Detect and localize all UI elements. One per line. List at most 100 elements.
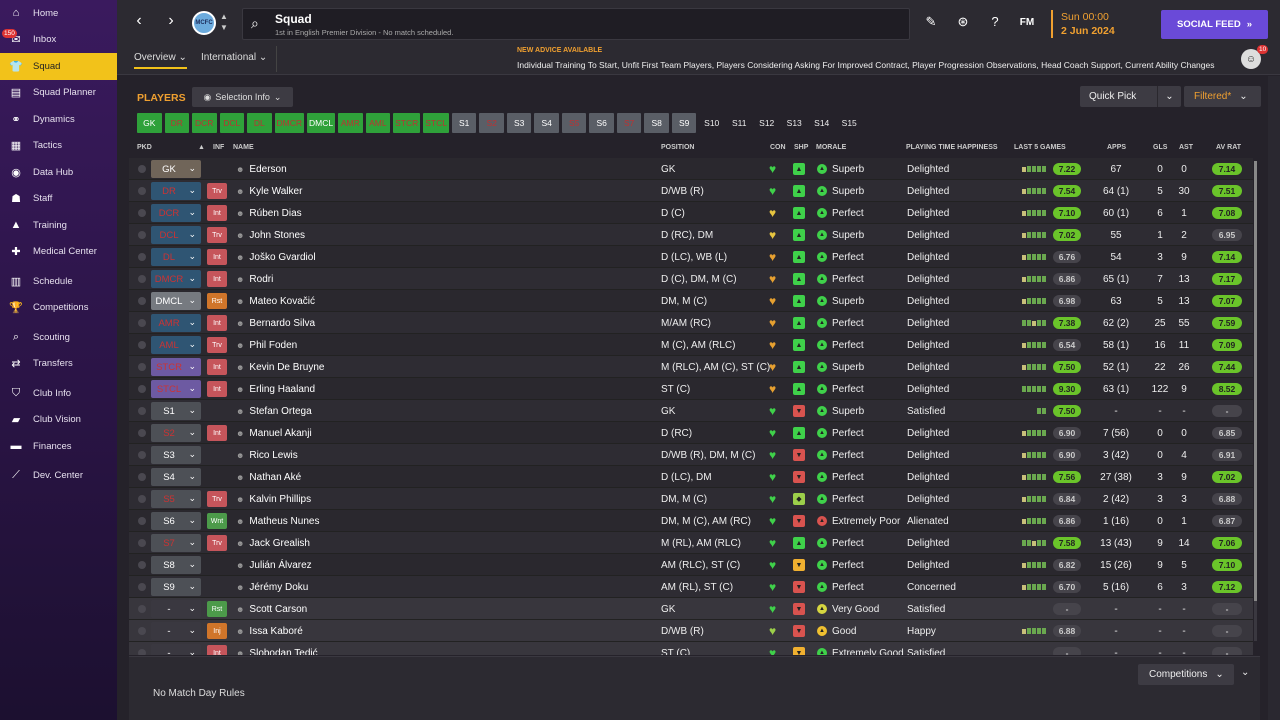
player-name[interactable]: ☻ Ederson [236,158,287,180]
player-name[interactable]: ☻ Rodri [236,268,273,290]
picked-position-dropdown[interactable]: DMCL ⌄ [151,292,201,310]
select-dot[interactable] [138,605,146,613]
sidebar-item-data-hub[interactable]: ◉ Data Hub [0,159,117,186]
table-row[interactable]: STCR ⌄ Int ☻ Kevin De Bruyne M (RLC), AM (C),… [129,356,1253,378]
table-row[interactable]: DCL ⌄ Trv ☻ John Stones D (RC), DM ♥ ▲ ▲ Superb De… [129,224,1253,246]
col-last-5[interactable]: LAST 5 GAMES [1014,144,1066,151]
position-button-s10[interactable]: S10 [704,118,720,128]
table-scrollbar[interactable] [1254,161,1257,641]
sidebar-item-club-vision[interactable]: ▰ Club Vision [0,407,117,434]
col-av-rat[interactable]: AV RAT [1216,144,1242,151]
picked-position-dropdown[interactable]: GK ⌄ [151,160,201,178]
picked-position-dropdown[interactable]: DCR ⌄ [151,204,201,222]
col-ast[interactable]: AST [1179,144,1193,151]
picked-position-dropdown[interactable]: S6 ⌄ [151,512,201,530]
table-row[interactable]: S7 ⌄ Trv ☻ Jack Grealish M (RL), AM (RLC) ♥ ▲ ▲ P… [129,532,1253,554]
player-name[interactable]: ☻ Phil Foden [236,334,297,356]
col-morale[interactable]: MORALE [816,144,847,151]
player-name[interactable]: ☻ Slobodan Tedić [236,642,318,656]
position-button-s4[interactable]: S4 [534,113,559,133]
select-dot[interactable] [138,627,146,635]
sidebar-item-schedule[interactable]: ▥ Schedule [0,268,117,295]
date-display[interactable]: Sun 00:00 2 Jun 2024 [1051,10,1115,38]
fm-menu-icon[interactable]: FM [1019,17,1035,28]
select-dot[interactable] [138,341,146,349]
table-row[interactable]: DL ⌄ Int ☻ Joško Gvardiol D (LC), WB (L) ♥ ▲ ▲ Pe… [129,246,1253,268]
player-name[interactable]: ☻ Kyle Walker [236,180,302,202]
picked-position-dropdown[interactable]: S9 ⌄ [151,578,201,596]
tab-international[interactable]: International ⌄ [201,52,267,63]
sidebar-item-home[interactable]: ⌂ Home [0,0,117,27]
player-name[interactable]: ☻ Issa Kaboré [236,620,303,642]
player-name[interactable]: ☻ Manuel Akanji [236,422,312,444]
position-button-s8[interactable]: S8 [644,113,669,133]
picked-position-dropdown[interactable]: DR ⌄ [151,182,201,200]
select-dot[interactable] [138,517,146,525]
select-dot[interactable] [138,561,146,569]
position-button-s6[interactable]: S6 [589,113,614,133]
position-button-s3[interactable]: S3 [506,113,532,133]
picked-position-dropdown[interactable]: STCR ⌄ [151,358,201,376]
filter-dropdown[interactable]: Filtered* ⌄ [1184,86,1261,107]
position-button-stcr[interactable]: STCR [393,113,421,133]
position-button-s1[interactable]: S1 [451,113,477,133]
position-button-s7[interactable]: S7 [616,113,642,133]
col-apps[interactable]: APPS [1107,144,1127,151]
select-dot[interactable] [138,275,146,283]
sidebar-item-scouting[interactable]: ⌕ Scouting [0,324,117,351]
sidebar-item-finances[interactable]: ▬ Finances [0,433,117,460]
position-button-dcr[interactable]: DCR [192,113,217,133]
table-row[interactable]: DMCL ⌄ Rst ☻ Mateo Kovačić DM, M (C) ♥ ▲ ▲ Superb… [129,290,1253,312]
collapse-chevron-icon[interactable]: ⌄ [1241,667,1250,678]
picked-position-dropdown[interactable]: S5 ⌄ [151,490,201,508]
table-row[interactable]: S8 ⌄ ☻ Julián Álvarez AM (RLC), ST (C) ♥ ▼ ▲ Per… [129,554,1253,576]
picked-position-dropdown[interactable]: DMCR ⌄ [151,270,201,288]
picked-position-dropdown[interactable]: AMR ⌄ [151,314,201,332]
sidebar-item-training[interactable]: ▲ Training [0,212,117,239]
back-arrow-icon[interactable]: ‹ [136,12,142,29]
select-dot[interactable] [138,187,146,195]
col-name[interactable]: NAME [233,144,254,151]
competitions-dropdown[interactable]: Competitions ⌄ [1138,664,1234,685]
player-name[interactable]: ☻ Erling Haaland [236,378,315,400]
scrollbar-thumb[interactable] [1254,161,1257,601]
player-name[interactable]: ☻ Rico Lewis [236,444,298,466]
select-dot[interactable] [138,539,146,547]
position-button-aml[interactable]: AML [365,113,391,133]
position-button-s13[interactable]: S13 [786,118,802,128]
table-row[interactable]: STCL ⌄ Int ☻ Erling Haaland ST (C) ♥ ▲ ▲ Perfect D… [129,378,1253,400]
col-shp[interactable]: SHP [794,144,809,151]
player-name[interactable]: ☻ Kevin De Bruyne [236,356,324,378]
player-name[interactable]: ☻ Bernardo Silva [236,312,315,334]
select-dot[interactable] [138,649,146,655]
player-name[interactable]: ☻ Scott Carson [236,598,307,620]
advice-text[interactable]: Individual Training To Start, Unfit Firs… [517,60,1215,70]
quick-pick-button[interactable]: Quick Pick ⌄ [1080,86,1181,107]
position-button-gk[interactable]: GK [137,113,162,133]
sidebar-item-dev-center[interactable]: ⟋ Dev. Center [0,463,117,490]
player-name[interactable]: ☻ John Stones [236,224,305,246]
col-con[interactable]: CON [770,144,786,151]
club-switch-icon[interactable]: ▲ ▼ [220,12,228,32]
help-icon[interactable]: ? [991,14,999,29]
col-inf[interactable]: INF [213,144,225,151]
club-crest-icon[interactable]: MCFC [192,11,216,35]
picked-position-dropdown[interactable]: S1 ⌄ [151,402,201,420]
table-row[interactable]: S9 ⌄ ☻ Jérémy Doku AM (RL), ST (C) ♥ ▼ ▲ Perfect… [129,576,1253,598]
table-row[interactable]: AMR ⌄ Int ☻ Bernardo Silva M/AM (RC) ♥ ▲ ▲ Perfec… [129,312,1253,334]
picked-position-dropdown[interactable]: AML ⌄ [151,336,201,354]
sidebar-item-inbox[interactable]: ✉ Inbox 150 [0,27,117,54]
sidebar-item-squad-planner[interactable]: ▤ Squad Planner [0,80,117,107]
table-row[interactable]: - ⌄ Int ☻ Slobodan Tedić ST (C) ♥ ▼ ▲ Extremely G… [129,642,1253,655]
position-button-s2[interactable]: S2 [479,113,504,133]
table-row[interactable]: DCR ⌄ Int ☻ Rúben Dias D (C) ♥ ▲ ▲ Perfect Delight… [129,202,1253,224]
col-position[interactable]: POSITION [661,144,695,151]
picked-position-dropdown[interactable]: - ⌄ [151,600,201,618]
position-button-s9[interactable]: S9 [671,113,697,133]
position-button-s12[interactable]: S12 [759,118,775,128]
position-button-s14[interactable]: S14 [814,118,830,128]
position-button-dr[interactable]: DR [164,113,189,133]
table-row[interactable]: S3 ⌄ ☻ Rico Lewis D/WB (R), DM, M (C) ♥ ▼ ▲ Perf… [129,444,1253,466]
select-dot[interactable] [138,165,146,173]
col-playing-time[interactable]: PLAYING TIME HAPPINESS [906,144,998,151]
